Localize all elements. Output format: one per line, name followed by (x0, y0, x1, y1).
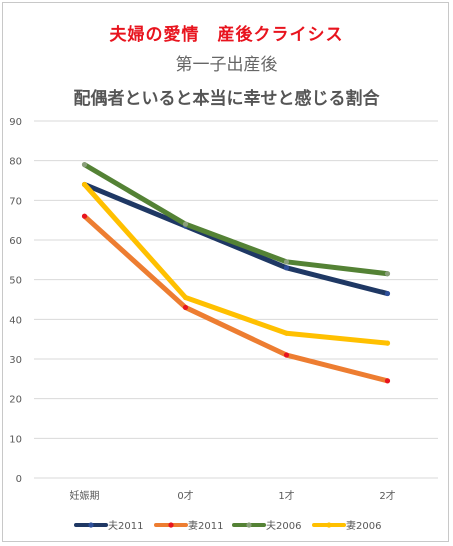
data-point (283, 259, 290, 265)
data-point (182, 221, 189, 227)
data-point (283, 265, 290, 271)
y-tick-label: 40 (9, 315, 22, 326)
data-point (81, 181, 88, 188)
data-point (384, 271, 391, 277)
data-point (81, 162, 88, 168)
data-point (283, 352, 290, 358)
y-tick-label: 0 (16, 474, 22, 485)
x-tick-label: 1才 (278, 489, 294, 502)
data-point (182, 304, 189, 311)
y-tick-label: 50 (9, 276, 22, 287)
y-tick-label: 60 (9, 236, 22, 247)
chart-subtitle-2: 配偶者といると本当に幸せと感じる割合 (73, 89, 380, 109)
data-point (384, 290, 391, 297)
series-夫2011 (81, 181, 391, 297)
series-line (82, 213, 390, 384)
y-tick-label: 80 (9, 157, 22, 168)
x-axis-ticks: 妊娠期 0才 1才 2才 (70, 489, 396, 502)
series-lines (81, 162, 391, 384)
series-夫2006 (81, 162, 391, 277)
x-tick-label: 2才 (379, 489, 395, 502)
series-妻2006 (81, 181, 391, 346)
legend: 夫2011 妻2011 夫2006 妻2006 (74, 519, 381, 532)
legend-item: 夫2011 (74, 520, 143, 532)
y-tick-label: 70 (9, 196, 22, 207)
series-line (82, 162, 390, 277)
legend-item: 妻2006 (312, 519, 381, 532)
legend-marker (168, 522, 174, 528)
y-tick-label: 90 (9, 117, 22, 128)
series-line (82, 181, 390, 346)
legend-marker (88, 522, 94, 528)
series-妻2011 (81, 213, 391, 384)
legend-label: 妻2006 (346, 519, 381, 532)
series-line (82, 181, 390, 297)
data-point (81, 213, 88, 219)
y-tick-label: 10 (9, 434, 22, 445)
legend-marker (246, 522, 252, 528)
gridlines (34, 120, 438, 479)
data-point (283, 330, 290, 336)
chart-title: 夫婦の愛情 産後クライシス (109, 25, 344, 45)
data-point (384, 378, 391, 384)
y-axis-ticks: 0 10 20 30 40 50 60 70 80 90 (9, 117, 22, 485)
legend-item: 夫2006 (232, 520, 301, 532)
data-point (182, 294, 189, 301)
y-tick-label: 30 (9, 355, 22, 366)
x-tick-label: 妊娠期 (70, 489, 100, 502)
legend-label: 妻2011 (188, 519, 223, 532)
legend-label: 夫2011 (108, 520, 143, 532)
y-tick-label: 20 (9, 395, 22, 406)
x-tick-label: 0才 (177, 489, 193, 502)
legend-marker (326, 522, 332, 528)
chart-subtitle: 第一子出産後 (175, 55, 278, 75)
data-point (384, 340, 391, 346)
legend-item: 妻2011 (154, 519, 223, 532)
legend-label: 夫2006 (266, 520, 301, 532)
